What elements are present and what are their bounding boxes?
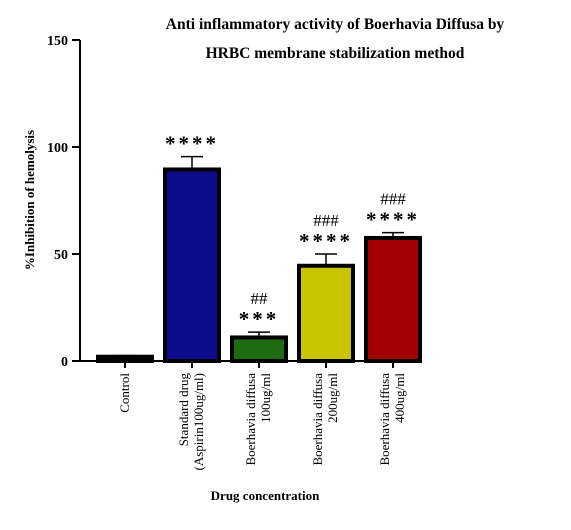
y-axis-label: %Inhibition of hemolysis — [22, 130, 37, 270]
x-tick-label-line: 400ug/ml — [392, 373, 407, 423]
significance-stars: **** — [366, 208, 420, 232]
x-tick-label: Boerhavia diffusa100ug/ml — [243, 373, 273, 466]
x-tick-label-line: Control — [117, 373, 132, 413]
y-tick-label: 150 — [47, 34, 68, 49]
x-tick-label: Boerhavia diffusa400ug/ml — [377, 373, 407, 466]
x-tick-label-line: Boerhavia diffusa — [310, 373, 325, 466]
bar — [96, 354, 154, 364]
significance-stars: *** — [239, 307, 280, 331]
y-tick-label: 100 — [47, 141, 68, 156]
x-tick-label-line: (Aspirin100ug/ml) — [191, 373, 206, 471]
significance-stars: **** — [165, 132, 219, 156]
bar — [230, 335, 288, 363]
bar — [163, 167, 221, 363]
significance-hash: ### — [380, 190, 406, 209]
chart-title-line-1: Anti inflammatory activity of Boerhavia … — [165, 16, 505, 33]
x-tick-label: Control — [117, 373, 132, 413]
significance-hash: ### — [313, 211, 339, 230]
bar — [364, 235, 422, 363]
x-tick-label-line: Boerhavia diffusa — [377, 373, 392, 466]
x-tick-label-line: 200ug/ml — [325, 373, 340, 423]
y-tick-label: 0 — [61, 355, 68, 370]
y-tick-label: 50 — [54, 248, 68, 263]
x-tick-label-line: 100ug/ml — [258, 373, 273, 423]
x-axis-label: Drug concentration — [211, 488, 320, 503]
chart-title-line-2: HRBC membrane stabilization method — [205, 45, 465, 62]
x-tick-label: Standard drug(Aspirin100ug/ml) — [176, 373, 206, 471]
x-tick-label-line: Standard drug — [176, 373, 191, 447]
bar — [297, 263, 355, 363]
significance-stars: **** — [299, 229, 353, 253]
significance-hash: ## — [251, 289, 269, 308]
x-tick-label-line: Boerhavia diffusa — [243, 373, 258, 466]
x-tick-label: Boerhavia diffusa200ug/ml — [310, 373, 340, 466]
